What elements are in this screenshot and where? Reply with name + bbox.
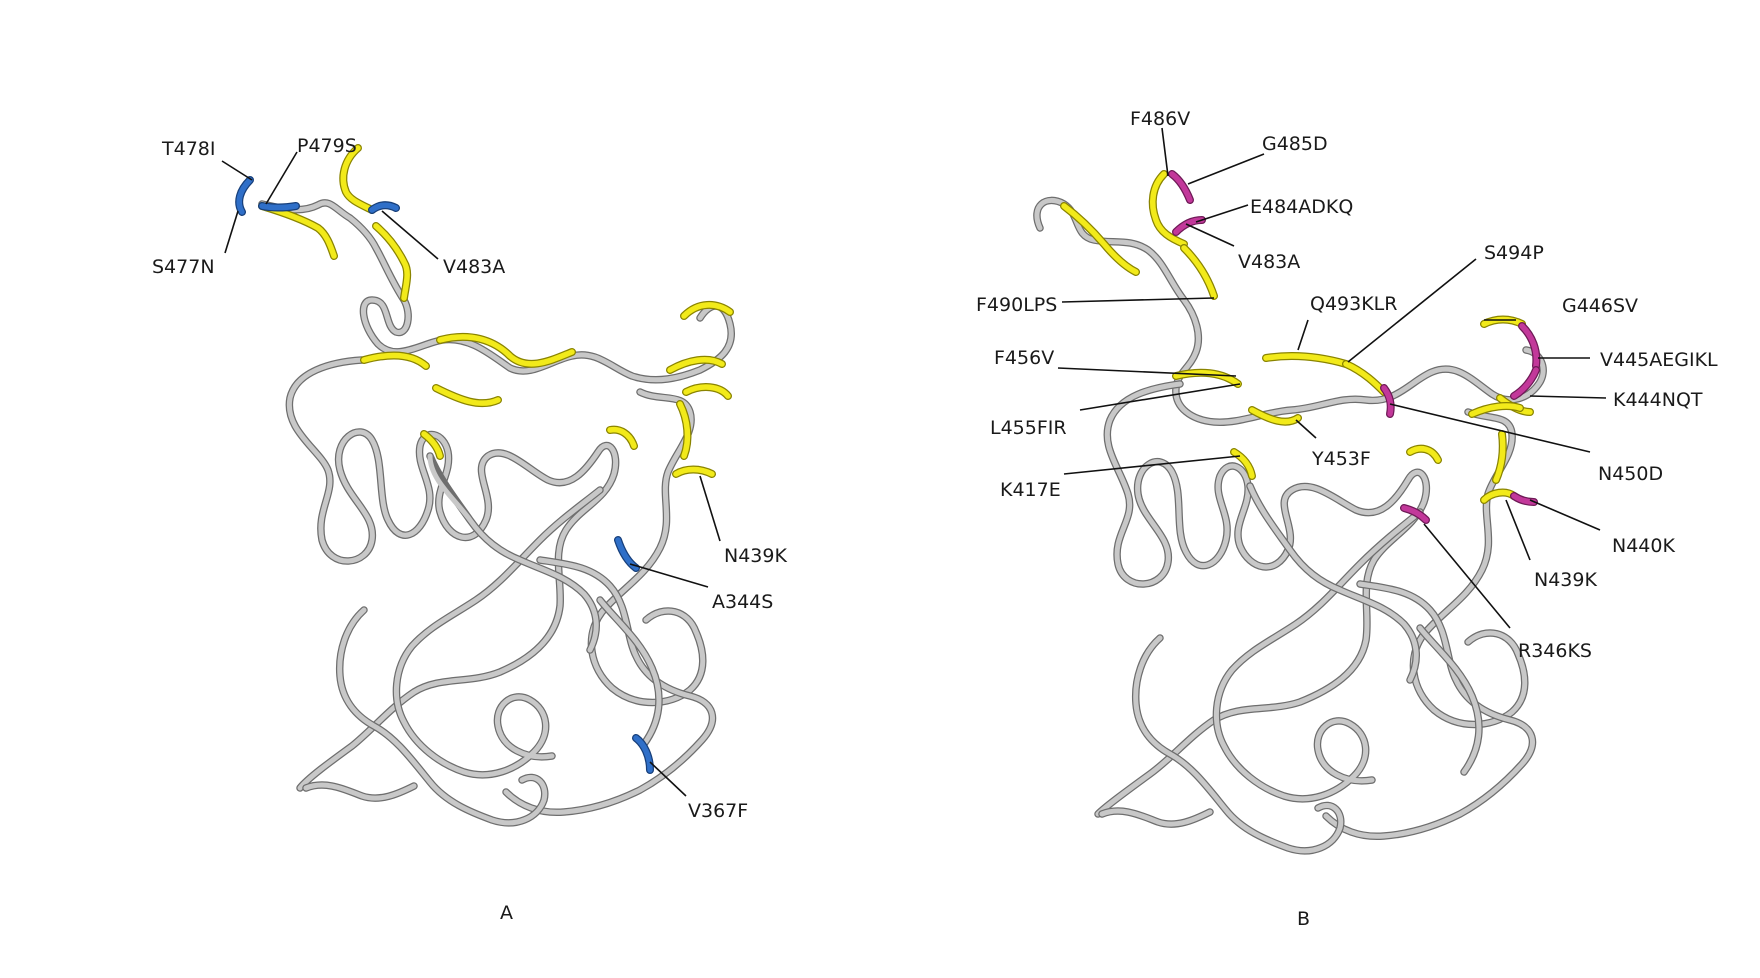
annotation-label: T478I <box>161 138 215 160</box>
annotation-label: G446SV <box>1562 295 1638 317</box>
annotation-label: A344S <box>712 591 773 613</box>
panel-a-structure: T478I P479S S477N V483A N439K A344S V367… <box>152 135 787 924</box>
annotation-label: S477N <box>152 256 215 278</box>
annotation-label: V483A <box>443 256 505 278</box>
annotation-label: F456V <box>994 347 1054 369</box>
annotation-label: V483A <box>1238 251 1300 273</box>
panel-b-region-highlights <box>1060 170 1534 504</box>
annotation-label: Q493KLR <box>1310 293 1397 315</box>
annotation-label: R346KS <box>1518 640 1592 662</box>
panel-a-leader-lines <box>221 151 721 797</box>
panel-a-region-highlights <box>258 144 734 478</box>
panel-a-label: A <box>500 902 513 924</box>
annotation-label: V445AEGIKL <box>1600 349 1718 371</box>
annotation-label: Y453F <box>1311 448 1371 470</box>
panel-b-labels: F486V G485D E484ADKQ V483A S494P F490LPS… <box>976 108 1718 662</box>
annotation-label: N439K <box>724 545 787 567</box>
annotation-label: N439K <box>1534 569 1597 591</box>
panel-b-structure: F486V G485D E484ADKQ V483A S494P F490LPS… <box>976 108 1718 930</box>
annotation-label: E484ADKQ <box>1250 196 1353 218</box>
annotation-label: N440K <box>1612 535 1675 557</box>
panel-b-mutation-highlights <box>1168 170 1541 524</box>
panel-b-leader-lines <box>1057 127 1607 629</box>
panel-b-label: B <box>1297 908 1310 930</box>
annotation-label: K444NQT <box>1613 389 1703 411</box>
annotation-label: L455FIR <box>990 417 1067 439</box>
annotation-label: V367F <box>688 800 748 822</box>
annotation-label: S494P <box>1484 242 1544 264</box>
annotation-label: G485D <box>1262 133 1328 155</box>
annotation-label: N450D <box>1598 463 1663 485</box>
panel-a-backbone <box>258 199 735 827</box>
panel-a-labels: T478I P479S S477N V483A N439K A344S V367… <box>152 135 787 822</box>
panel-b-backbone <box>1033 196 1547 855</box>
annotation-label: P479S <box>297 135 357 157</box>
annotation-label: F486V <box>1130 108 1190 130</box>
annotation-label: F490LPS <box>976 294 1057 316</box>
panel-a-mutation-highlights <box>235 176 654 774</box>
annotation-label: K417E <box>1000 479 1061 501</box>
